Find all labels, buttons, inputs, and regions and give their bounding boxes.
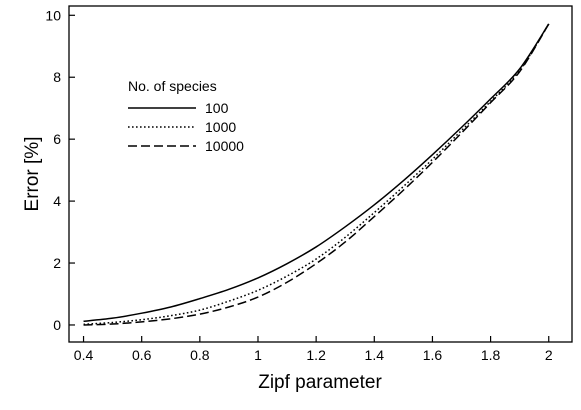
series-line-10000 <box>83 23 550 326</box>
x-tick-label: 0.4 <box>74 347 94 363</box>
x-tick-label: 0.6 <box>132 347 152 363</box>
plot-frame <box>68 5 573 343</box>
x-tick-label: 1.2 <box>306 347 326 363</box>
legend-title: No. of species <box>128 78 217 94</box>
series-line-100 <box>83 23 550 322</box>
y-tick-label: 8 <box>53 69 61 85</box>
y-tick-label: 2 <box>53 255 61 271</box>
legend-label-1000: 1000 <box>205 119 236 135</box>
legend-label-100: 100 <box>205 100 229 116</box>
y-tick-label: 10 <box>45 7 61 23</box>
x-tick-label: 0.8 <box>190 347 210 363</box>
y-axis-title: Error [%] <box>22 137 43 212</box>
x-tick-label: 1.6 <box>423 347 443 363</box>
y-tick-label: 0 <box>53 317 61 333</box>
series-line-1000 <box>83 23 550 326</box>
y-tick-label: 4 <box>53 193 61 209</box>
legend-label-10000: 10000 <box>205 138 244 154</box>
x-tick-label: 1.8 <box>481 347 501 363</box>
x-tick-label: 1 <box>254 347 262 363</box>
x-tick-label: 1.4 <box>365 347 385 363</box>
x-axis-title: Zipf parameter <box>258 372 382 393</box>
y-tick-label: 6 <box>53 131 61 147</box>
x-tick-label: 2 <box>545 347 553 363</box>
